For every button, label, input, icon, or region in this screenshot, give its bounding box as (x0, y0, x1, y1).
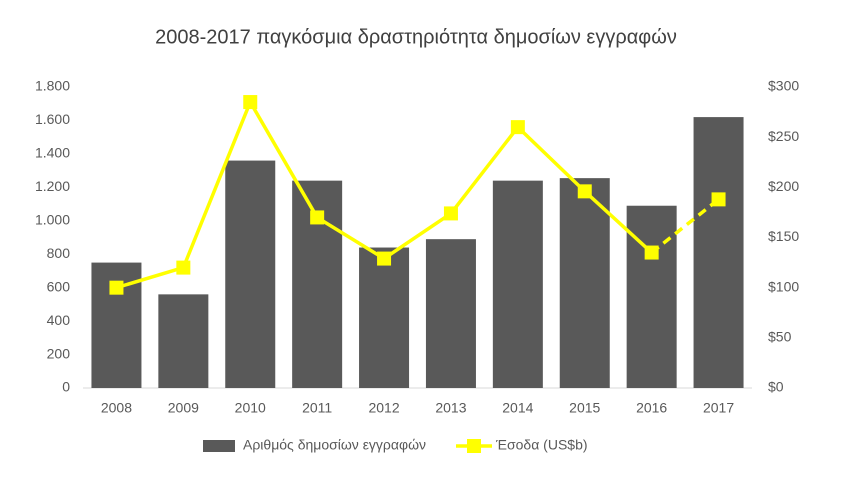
bar (693, 117, 744, 388)
line-marker (377, 251, 392, 266)
y2-tick-label: $150 (768, 228, 799, 244)
y2-tick-label: $0 (768, 379, 784, 395)
bar (359, 247, 410, 388)
legend-swatch (203, 440, 235, 452)
line-marker (443, 206, 458, 221)
line-marker (310, 210, 325, 225)
y-tick-label: 1.600 (35, 111, 70, 127)
line-marker (644, 245, 659, 260)
x-tick-label: 2016 (636, 400, 667, 416)
y-tick-label: 1.400 (35, 145, 70, 161)
x-tick-label: 2013 (435, 400, 466, 416)
bar (225, 160, 276, 388)
line-marker (109, 280, 124, 295)
x-tick-label: 2011 (302, 400, 332, 416)
y-tick-label: 800 (47, 245, 71, 261)
bar (425, 239, 476, 388)
legend-label: Αριθμός δημοσίων εγγραφών (243, 437, 426, 453)
y2-tick-label: $300 (768, 78, 799, 94)
y-tick-label: 400 (47, 312, 71, 328)
bar (492, 180, 543, 388)
x-tick-label: 2010 (235, 400, 266, 416)
legend-swatch (467, 439, 481, 453)
bar (158, 294, 209, 388)
y2-tick-label: $100 (768, 278, 799, 294)
line-marker (577, 184, 592, 199)
line-marker (243, 95, 258, 110)
y-tick-label: 0 (62, 379, 70, 395)
y2-tick-label: $50 (768, 329, 792, 345)
x-tick-label: 2015 (569, 400, 600, 416)
x-tick-label: 2009 (168, 400, 199, 416)
bar (559, 178, 610, 388)
y2-tick-label: $250 (768, 128, 799, 144)
y-tick-label: 600 (47, 278, 71, 294)
y-tick-label: 1.800 (35, 78, 70, 94)
x-tick-label: 2012 (368, 400, 399, 416)
legend-label: Έσοδα (US$b) (495, 437, 588, 453)
x-tick-label: 2017 (703, 400, 734, 416)
bar (626, 205, 677, 388)
x-tick-label: 2008 (101, 400, 132, 416)
line-marker (176, 260, 191, 275)
y-tick-label: 200 (47, 345, 71, 361)
chart-title: 2008-2017 παγκόσμια δραστηριότητα δημοσί… (155, 26, 677, 48)
x-tick-label: 2014 (502, 400, 533, 416)
line-marker (510, 120, 525, 135)
y2-tick-label: $200 (768, 178, 799, 194)
y-tick-label: 1.200 (35, 178, 70, 194)
y-tick-label: 1.000 (35, 211, 70, 227)
line-marker (711, 192, 726, 207)
